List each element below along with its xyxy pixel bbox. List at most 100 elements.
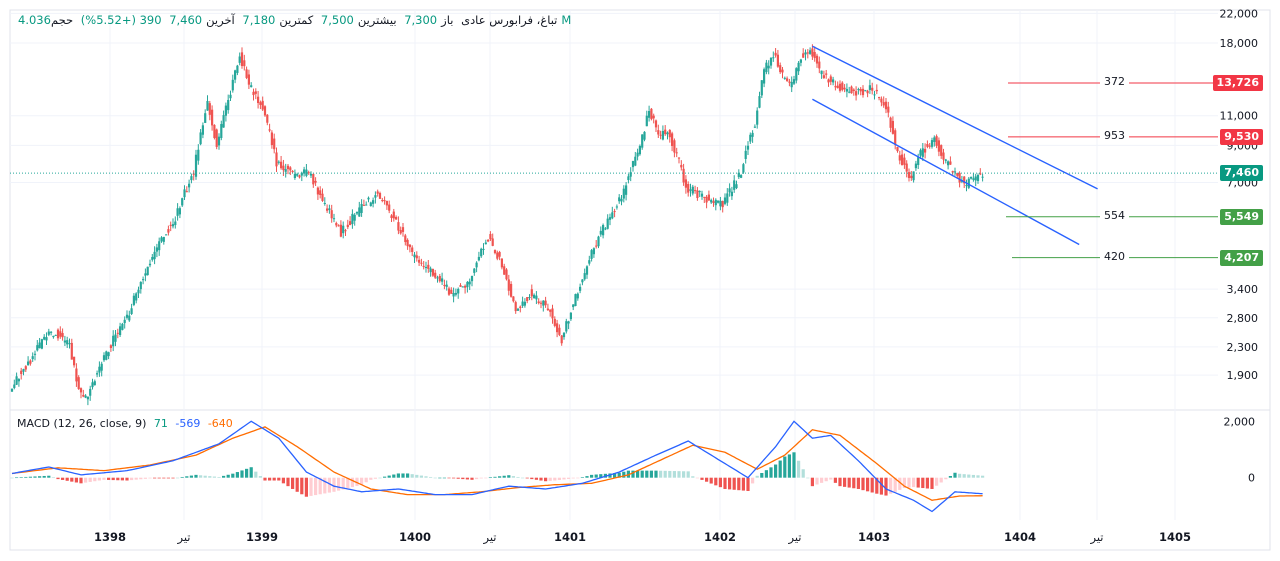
candle-body	[861, 88, 865, 96]
macd-bar	[226, 474, 230, 478]
high-label: بیشترین	[357, 13, 397, 27]
candle-body	[765, 62, 768, 73]
candle-body	[956, 173, 959, 176]
macd-bar	[378, 477, 382, 479]
macd-bar	[502, 475, 506, 478]
macd-bar	[636, 470, 640, 478]
candle-body	[493, 250, 497, 254]
candle-body	[24, 366, 27, 370]
macd-bar	[787, 454, 791, 478]
candle-body	[13, 384, 16, 388]
candle-body	[769, 57, 773, 66]
candle-body	[413, 254, 416, 258]
candle-body	[595, 245, 598, 247]
candle-body	[779, 65, 782, 73]
candle-body	[296, 174, 299, 176]
candle-body	[10, 388, 14, 392]
macd-bar	[548, 477, 552, 481]
macd-bar	[364, 477, 368, 483]
candle-body	[183, 189, 186, 198]
macd-bar	[189, 475, 193, 478]
candle-body	[857, 89, 860, 91]
candle-body	[372, 200, 375, 204]
candle-body	[526, 297, 529, 302]
candle-body	[643, 131, 646, 140]
candle-body	[66, 340, 69, 345]
price-tick-label: 18,000	[1220, 37, 1259, 50]
candle-body	[298, 175, 301, 178]
candle-body	[167, 229, 170, 233]
candle-body	[109, 345, 112, 349]
low-label: کمترین	[279, 13, 314, 27]
candle-body	[135, 293, 138, 301]
macd-legend[interactable]: MACD (12, 26, close, 9) 71 -569 -640	[17, 417, 233, 430]
candle-body	[597, 236, 600, 247]
macd-line	[11, 420, 983, 513]
macd-bar	[281, 477, 285, 484]
macd-bar	[649, 470, 653, 478]
macd-bar	[953, 472, 957, 478]
macd-bar	[10, 477, 14, 479]
macd-bar	[56, 477, 60, 480]
macd-bar	[318, 477, 322, 495]
macd-bar	[369, 477, 373, 480]
candle-body	[569, 312, 572, 320]
candle-body	[896, 147, 899, 152]
macd-bar	[709, 477, 713, 484]
macd-bar	[479, 477, 483, 479]
candle-body	[940, 145, 943, 156]
macd-bar	[613, 473, 617, 478]
macd-bar	[268, 477, 272, 481]
candle-body	[326, 208, 329, 211]
candle-body	[933, 137, 936, 142]
candle-body	[767, 65, 770, 69]
candle-body	[953, 171, 957, 173]
candle-body	[979, 173, 982, 175]
macd-bar	[143, 477, 147, 479]
level-label: 420	[1100, 249, 1129, 263]
candle-body	[332, 218, 336, 220]
macd-bar	[626, 470, 630, 478]
candle-body	[546, 308, 549, 311]
candle-body	[696, 190, 699, 199]
candle-body	[222, 115, 225, 128]
candle-body	[829, 76, 832, 82]
macd-bar	[599, 474, 603, 478]
candle-body	[533, 294, 536, 299]
candle-body	[894, 130, 897, 145]
candle-body	[151, 257, 154, 260]
candle-body	[622, 188, 625, 199]
level-price-tag: 4,207	[1220, 249, 1263, 266]
candle-body	[935, 136, 938, 146]
macd-bar	[157, 477, 161, 479]
chart-frame	[9, 9, 1271, 551]
macd-bar	[875, 477, 879, 494]
candle-body	[436, 277, 439, 279]
macd-bar	[498, 476, 502, 478]
candle-body	[40, 339, 43, 349]
candle-body	[213, 124, 216, 138]
candle-body	[374, 195, 377, 198]
candle-body	[52, 335, 55, 338]
level-label: 554	[1100, 208, 1129, 222]
macd-bar	[410, 474, 414, 478]
candle-body	[763, 69, 766, 84]
candle-body	[875, 89, 878, 92]
macd-bar	[120, 477, 124, 481]
candle-body	[438, 276, 441, 282]
candle-body	[206, 100, 209, 111]
candle-body	[572, 304, 575, 308]
macd-bar	[153, 477, 157, 479]
candle-body	[89, 388, 92, 396]
price-tick-label: 2,800	[1227, 312, 1259, 325]
candle-body	[293, 173, 296, 178]
candle-body	[351, 213, 354, 225]
candle-body	[185, 191, 188, 193]
candle-body	[707, 194, 710, 201]
candle-body	[910, 175, 913, 179]
macd-bar	[916, 477, 920, 488]
candle-body	[891, 120, 894, 134]
candle-body	[477, 256, 480, 261]
candle-body	[859, 88, 862, 92]
